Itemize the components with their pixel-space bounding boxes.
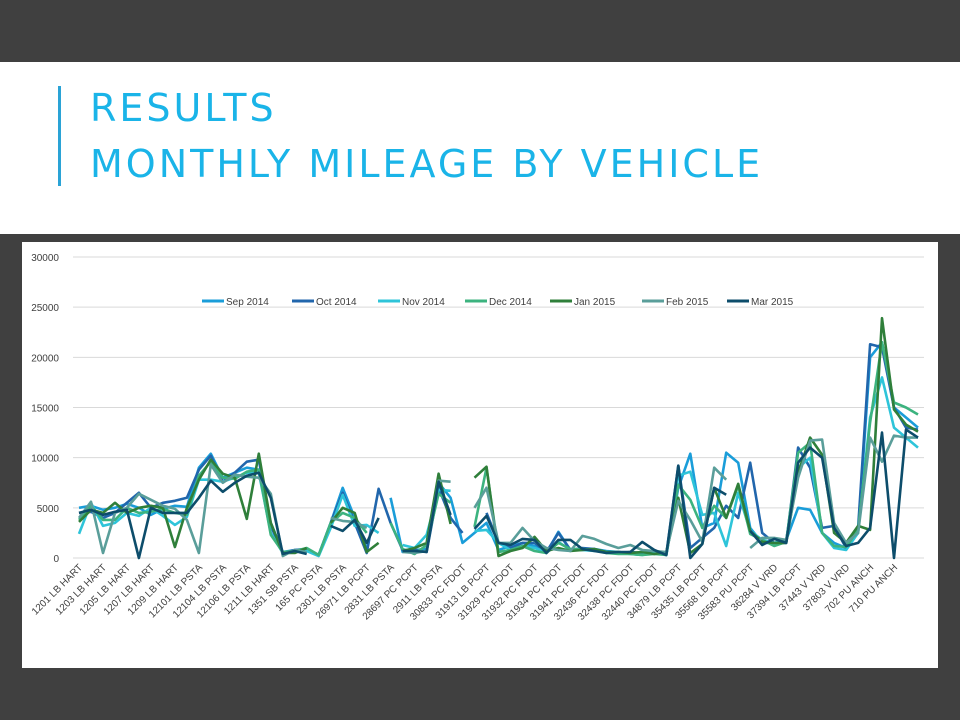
slide-title-line-1: RESULTS	[90, 86, 277, 130]
y-tick-label: 25000	[31, 303, 59, 314]
series-line	[78, 428, 919, 560]
legend-label: Dec 2014	[489, 297, 532, 308]
y-tick-label: 0	[53, 554, 59, 565]
y-tick-label: 20000	[31, 353, 59, 364]
series-line	[78, 341, 919, 557]
legend-label: Sep 2014	[226, 297, 269, 308]
y-tick-label: 30000	[31, 253, 59, 264]
title-accent-bar	[58, 86, 61, 186]
slide-title-line-2: MONTHLY MILEAGE BY VEHICLE	[90, 142, 764, 186]
legend-label: Feb 2015	[666, 297, 709, 308]
series-line	[78, 316, 919, 558]
legend-label: Nov 2014	[402, 297, 445, 308]
y-tick-label: 5000	[37, 504, 60, 515]
legend-label: Jan 2015	[574, 297, 616, 308]
legend-label: Oct 2014	[316, 297, 357, 308]
title-band	[0, 62, 960, 234]
chart-panel: 0 5000 10000 15000 20000 25000 30000 1201 LB HA…	[22, 242, 938, 668]
slide-top-band	[0, 0, 960, 62]
y-tick-label: 15000	[31, 404, 59, 415]
legend-label: Mar 2015	[751, 297, 794, 308]
y-tick-label: 10000	[31, 454, 59, 465]
